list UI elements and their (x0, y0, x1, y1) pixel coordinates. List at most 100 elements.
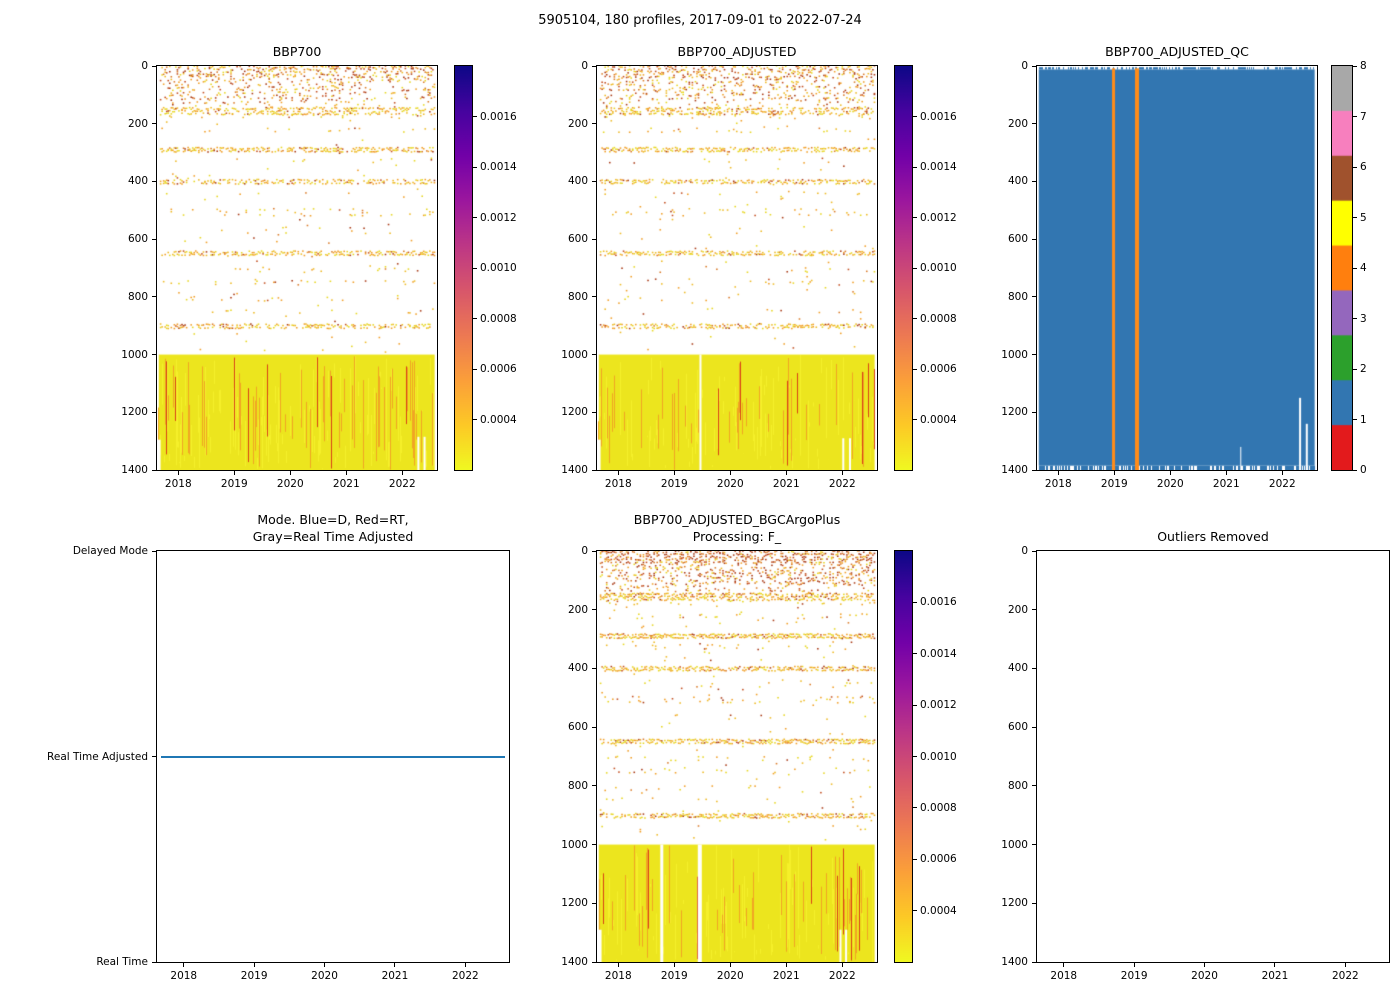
tick-mark (1353, 469, 1357, 471)
plot-area-outliers-removed (1036, 550, 1390, 963)
empty-canvas-outliers-removed (1037, 551, 1389, 962)
y-tick-label: 400 (567, 175, 588, 188)
x-tick-label: 2018 (1044, 478, 1072, 490)
colorbar-tick-label: 0 (1360, 464, 1367, 476)
tick-mark (785, 471, 787, 475)
colorbar-tick-label: 0.0012 (920, 699, 957, 712)
tick-mark (592, 123, 596, 125)
x-tick-label: 2020 (311, 970, 338, 982)
tick-mark (617, 963, 619, 967)
y-tick-label: 600 (1007, 721, 1028, 734)
colorbar-tick-label: 0.0008 (480, 312, 517, 325)
x-tick-label: 2022 (1331, 970, 1359, 982)
tick-mark (913, 910, 917, 912)
colorbar-tick-label: 0.0006 (920, 853, 957, 866)
tick-mark (1353, 419, 1357, 420)
x-tick-label: 2021 (772, 970, 800, 982)
tick-mark (673, 471, 675, 475)
tick-mark (394, 963, 396, 967)
tick-mark (592, 469, 596, 471)
tick-mark (473, 318, 477, 319)
x-tick-label: 2019 (240, 970, 268, 982)
y-tick-label: 1000 (561, 348, 588, 361)
tick-mark (401, 471, 403, 475)
tick-mark (913, 704, 917, 706)
heatmap-canvas-bbp700-adjusted-bgcargoplus (597, 551, 877, 962)
colorbar-bbp700-adjusted (894, 65, 913, 471)
tick-mark (152, 238, 156, 240)
tick-mark (592, 902, 596, 904)
tick-mark (1032, 844, 1036, 846)
subplot-title-outliers-removed: Outliers Removed (1157, 529, 1269, 544)
tick-mark (1344, 963, 1346, 967)
x-tick-label: 2021 (1261, 970, 1289, 982)
y-tick-label: 0 (141, 60, 148, 72)
colorbar-qc-flags (1331, 65, 1353, 471)
y-tick-label: 200 (1007, 117, 1028, 130)
tick-mark (1353, 116, 1357, 117)
colorbar-tick-label: 0.0010 (920, 262, 957, 274)
colorbar-tick-label: 8 (1360, 60, 1367, 72)
tick-mark (1032, 550, 1036, 552)
tick-mark (1032, 180, 1036, 182)
colorbar-bgcargoplus (894, 550, 913, 963)
colorbar-tick-label: 0.0010 (920, 750, 957, 763)
x-tick-label: 2021 (1212, 478, 1240, 490)
y-tick-label: 800 (567, 779, 588, 792)
tick-mark (592, 667, 596, 669)
colorbar-tick-label: 3 (1360, 312, 1367, 325)
y-tick-label: 600 (127, 233, 148, 246)
y-tick-label: 1200 (561, 406, 588, 419)
tick-mark (913, 116, 917, 117)
tick-mark (473, 166, 477, 168)
tick-mark (592, 961, 596, 963)
colorbar-tick-label: 2 (1360, 363, 1367, 375)
tick-mark (1113, 471, 1115, 475)
x-tick-label: 2021 (332, 478, 360, 490)
tick-mark (592, 609, 596, 611)
y-tick-label: 1000 (121, 348, 148, 361)
colorbar-segments-qc-flags (1332, 66, 1352, 470)
x-tick-label: 2022 (451, 970, 479, 982)
y-tick-label: 1400 (561, 464, 588, 476)
y-tick-label: 800 (127, 290, 148, 303)
tick-mark (1032, 469, 1036, 471)
y-tick-label: 800 (567, 290, 588, 303)
colorbar-tick-label: 6 (1360, 161, 1367, 173)
colorbar-bbp700 (454, 65, 473, 471)
tick-mark (1204, 963, 1206, 967)
x-tick-label: 2020 (276, 478, 304, 490)
tick-mark (473, 267, 477, 269)
tick-mark (152, 123, 156, 125)
x-tick-label: 2022 (1268, 478, 1296, 490)
x-tick-label: 2019 (1100, 478, 1128, 490)
tick-mark (913, 653, 917, 655)
tick-mark (183, 963, 185, 967)
tick-mark (1225, 471, 1227, 475)
tick-mark (1032, 238, 1036, 240)
tick-mark (1057, 471, 1059, 475)
subplot-title-bbp700-adjusted: BBP700_ADJUSTED (677, 44, 797, 59)
tick-mark (729, 471, 731, 475)
tick-mark (913, 368, 917, 370)
tick-mark (592, 180, 596, 182)
y-tick-label: 0 (1021, 545, 1028, 557)
x-tick-label: 2021 (381, 970, 409, 982)
y-tick-label: 200 (127, 117, 148, 130)
x-tick-label: 2020 (1156, 478, 1184, 490)
y-tick-label: 400 (127, 175, 148, 188)
colorbar-tick-label: 7 (1360, 110, 1367, 123)
y-tick-label: 200 (567, 117, 588, 130)
colorbar-gradient-bbp700 (455, 66, 472, 470)
tick-mark (592, 785, 596, 787)
x-tick-label: 2019 (1120, 970, 1148, 982)
tick-mark (592, 550, 596, 552)
y-category-label: Real Time Adjusted (47, 750, 148, 763)
tick-mark (289, 471, 291, 475)
colorbar-tick-label: 5 (1360, 211, 1367, 224)
tick-mark (345, 471, 347, 475)
y-tick-label: 0 (581, 60, 588, 72)
tick-mark (673, 963, 675, 967)
y-tick-label: 1400 (1001, 956, 1028, 968)
